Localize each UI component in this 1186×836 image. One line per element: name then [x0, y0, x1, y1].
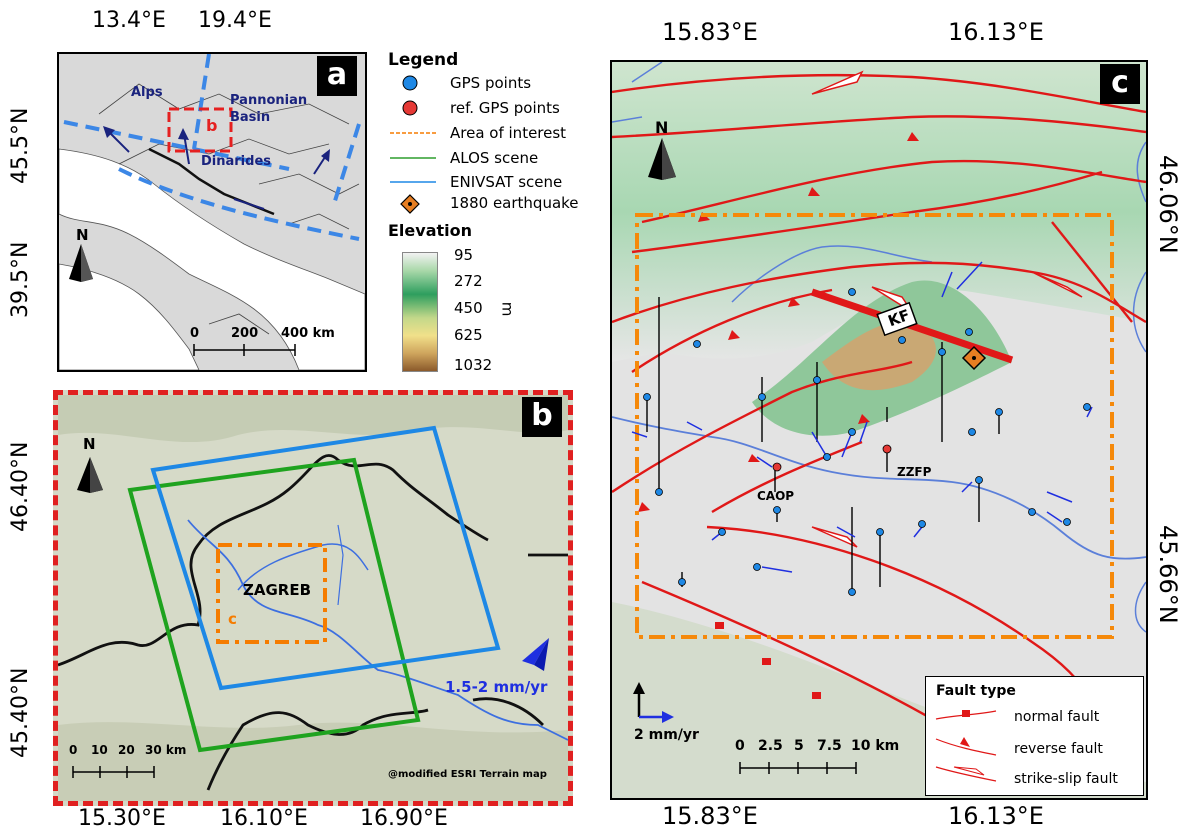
- legend-alos-label: ALOS scene: [450, 149, 539, 167]
- box-b-label: b: [206, 116, 218, 135]
- panel-a-scale-0: 0: [190, 326, 200, 341]
- panel-c-ytick-1: 46.06°N: [1154, 155, 1182, 254]
- station-zzfp: ZZFP: [897, 465, 932, 479]
- panel-b-map: N ZAGREB c 1.5-2 mm/yr 0 10 20 30 km @mo…: [53, 390, 573, 806]
- panel-b-xtick-1: 15.30°E: [78, 806, 166, 831]
- panel-c-xtick-top-2: 16.13°E: [948, 18, 1044, 46]
- station-caop: CAOP: [757, 489, 795, 503]
- legend-earthquake-label: 1880 earthquake: [450, 194, 579, 212]
- elevation-unit: m: [498, 301, 517, 317]
- panel-b-north-label: N: [83, 435, 96, 453]
- panel-a-north-label: N: [76, 226, 89, 244]
- legend-aoi: Area of interest: [388, 124, 566, 142]
- panel-c-scale-10: 10 km: [851, 738, 900, 754]
- elevation-colorbar: [402, 252, 438, 372]
- panel-a-scale-200: 200: [231, 326, 259, 341]
- fault-legend-reverse: reverse fault: [1014, 741, 1103, 757]
- legend-aoi-label: Area of interest: [450, 124, 567, 142]
- elevation-tick-450: 450: [454, 299, 483, 317]
- panel-b-label: b: [522, 397, 562, 437]
- panel-c-map-svg: [612, 62, 1146, 798]
- panel-b-scale-30: 30 km: [145, 743, 187, 757]
- panel-a-label: a: [317, 56, 357, 96]
- panel-c-scale-0: 0: [735, 738, 745, 754]
- panel-c-north-label: N: [655, 118, 669, 137]
- panel-c-xtick-bot-2: 16.13°E: [948, 802, 1044, 830]
- legend-earthquake: 1880 earthquake: [388, 194, 579, 214]
- panel-c-ytick-2: 45.66°N: [1154, 525, 1182, 624]
- legend-envisat: ENIVSAT scene: [388, 173, 562, 191]
- legend-ref-gps-label: ref. GPS points: [450, 99, 560, 117]
- panel-b-credit: @modified ESRI Terrain map: [388, 769, 547, 780]
- fault-type-legend: Fault type normal fault reverse fault st…: [925, 676, 1144, 796]
- panel-b-scale-10: 10: [91, 743, 108, 757]
- panel-c-label: c: [1100, 64, 1140, 104]
- panel-a-ytick-1: 45.5°N: [8, 107, 33, 184]
- legend-title: Legend: [388, 50, 459, 70]
- panel-b-ytick-2: 45.40°N: [8, 667, 33, 758]
- elevation-tick-625: 625: [454, 326, 483, 344]
- panel-b-xtick-3: 16.90°E: [360, 806, 448, 831]
- fault-legend-title: Fault type: [936, 683, 1016, 699]
- panel-c-scale-7-5: 7.5: [817, 738, 842, 754]
- elevation-tick-95: 95: [454, 246, 474, 264]
- elevation-tick-1032: 1032: [454, 356, 493, 374]
- panel-c-map: N KF ZZFP CAOP 2 mm/yr 0 2.5 5 7.5 10 km…: [610, 60, 1148, 800]
- region-dinarides: Dinarides: [201, 154, 272, 169]
- elevation-title: Elevation: [388, 221, 473, 240]
- fault-legend-normal: normal fault: [1014, 709, 1100, 725]
- elevation-tick-272: 272: [454, 272, 483, 290]
- region-alps: Alps: [131, 85, 163, 100]
- panel-a-map-svg: [59, 54, 365, 370]
- legend-gps: GPS points: [388, 74, 531, 92]
- legend-gps-label: GPS points: [450, 74, 532, 92]
- legend-ref-gps: ref. GPS points: [388, 99, 560, 117]
- legend-envisat-label: ENIVSAT scene: [450, 173, 563, 191]
- box-c-label: c: [228, 610, 237, 628]
- panel-a-ytick-2: 39.5°N: [8, 241, 33, 318]
- panel-c-xtick-bot-1: 15.83°E: [662, 802, 758, 830]
- fault-legend-symbols: [935, 710, 997, 782]
- panel-b-map-svg: [58, 395, 568, 801]
- panel-a-xtick-2: 19.4°E: [198, 8, 272, 33]
- panel-a-map: Alps Pannonian Basin Dinarides b N 0 200…: [57, 52, 367, 372]
- velocity-label: 1.5-2 mm/yr: [445, 678, 548, 696]
- panel-c-scale-2-5: 2.5: [758, 738, 783, 754]
- panel-c-scale-5: 5: [794, 738, 804, 754]
- city-zagreb: ZAGREB: [243, 581, 312, 599]
- arrow-scale-label: 2 mm/yr: [634, 727, 699, 743]
- panel-c-xtick-top-1: 15.83°E: [662, 18, 758, 46]
- legend-alos: ALOS scene: [388, 149, 538, 167]
- panel-b-scale-20: 20: [118, 743, 135, 757]
- panel-a-xtick-1: 13.4°E: [92, 8, 166, 33]
- panel-b-xtick-2: 16.10°E: [220, 806, 308, 831]
- panel-a-scale-400: 400 km: [281, 326, 335, 341]
- panel-b-scale-0: 0: [69, 743, 78, 757]
- region-pannonian: Pannonian Basin: [230, 93, 308, 125]
- fault-legend-strikeslip: strike-slip fault: [1014, 771, 1118, 787]
- panel-b-ytick-1: 46.40°N: [8, 441, 33, 532]
